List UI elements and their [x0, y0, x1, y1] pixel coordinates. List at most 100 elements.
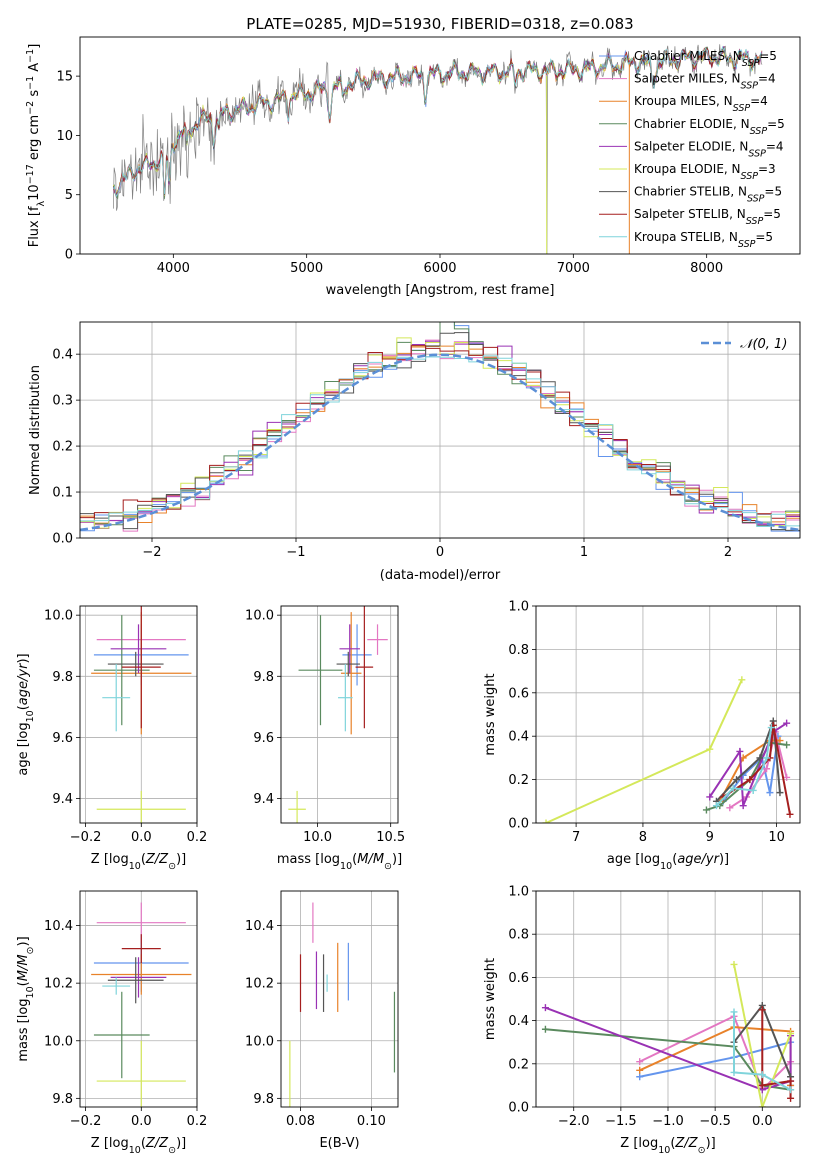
spectrum-axes: 4000 5000 6000 7000 8000 0 5 10 15 Chabrier MILES…: [25, 36, 801, 298]
weight-vs-Z-ytick-label: 0.6: [508, 971, 529, 986]
weight-vs-Z-xlabel: Z [log10(Z/Z⊙)]: [620, 1136, 715, 1156]
weight-vs-age-ytick-label: 0.2: [508, 773, 529, 788]
weight-vs-Z-series-marker: [636, 1058, 644, 1066]
age-vs-mass-xlabel-part: (: [352, 852, 357, 867]
legend-label: Kroupa ELODIE, NSSP=3: [634, 162, 776, 182]
mass-vs-Z-ylabel-part: mass [log: [16, 998, 31, 1061]
mass-vs-Z-xlabel-part: 10: [129, 1145, 141, 1156]
weight-vs-age-series-marker: [738, 676, 746, 684]
mass-vs-ebv-frame: [280, 890, 399, 1108]
weight-vs-Z-series-line: [639, 1014, 792, 1092]
residuals-xtick-label: 2: [724, 545, 732, 560]
legend-label-part: Salpeter MILES, N: [634, 72, 741, 86]
weight-vs-age-xtick-label: 9: [706, 830, 714, 845]
legend-label: Salpeter ELODIE, NSSP=4: [634, 139, 784, 159]
legend-label: Kroupa MILES, NSSP=4: [634, 94, 768, 114]
age-vs-Z-ylabel-part: )]: [16, 653, 31, 663]
weight-vs-Z-xtick-label: −1.5: [605, 1114, 637, 1129]
weight-vs-age-series-marker: [783, 741, 791, 749]
weight-vs-Z-ylabel: mass weight: [483, 958, 498, 1040]
spectrum-ylabel-text: Flux [fλ10−17 erg cm−2 s−1 A−1]: [25, 44, 47, 248]
weight-vs-Z-xlabel-part: Z/Z: [674, 1136, 698, 1151]
weight-vs-age-series-marker: [702, 806, 710, 814]
spectrum-xlabel: wavelength [Angstrom, rest frame]: [326, 283, 555, 298]
age-vs-Z-ylabel-group: age [log10(age/yr)]: [16, 653, 36, 775]
weight-vs-Z-series-marker: [636, 1066, 644, 1074]
weight-vs-Z-xtick-label: −2.0: [558, 1114, 590, 1129]
mass-vs-Z-xlabel-part: )]: [176, 1136, 186, 1151]
spectrum-ylabel-text-part: 10: [27, 184, 42, 201]
mass-vs-ebv-plot-area: [289, 902, 396, 1107]
legend-label-part: SSP: [748, 148, 766, 159]
residuals-ytick-label: 0.4: [52, 348, 73, 363]
residuals-xlabel: (data-model)/error: [380, 568, 501, 583]
spectrum-xtick-label: 4000: [157, 261, 190, 276]
age-vs-Z-axes: −0.2 0.0 0.29.49.69.810.0Z [log10(Z/Z⊙)]ag…: [16, 605, 208, 872]
legend-label: Chabrier ELODIE, NSSP=5: [634, 117, 785, 137]
mass-vs-Z-frame: [79, 890, 198, 1108]
age-vs-Z-ylabel-part: 10: [25, 710, 36, 722]
legend-label-part: =4: [758, 72, 776, 86]
weight-vs-Z-ytick-label: 0.8: [508, 928, 529, 943]
mass-vs-Z-ytick-label: 10.0: [44, 1034, 73, 1049]
weight-vs-Z-ytick-label: 0.0: [508, 1101, 529, 1116]
weight-vs-age-series-marker: [756, 754, 764, 762]
weight-vs-Z-series-marker: [730, 960, 738, 968]
legend-label-part: SSP: [750, 125, 768, 136]
mass-vs-Z-ylabel-part: ⊙: [25, 947, 36, 955]
spectrum-xtick-label: 8000: [690, 261, 723, 276]
weight-vs-age-xlabel-part: )]: [719, 852, 729, 867]
spectrum-ylabel-text-part: −1: [25, 49, 36, 63]
mass-vs-Z-axes: −0.2 0.0 0.29.810.010.210.4Z [log10(Z/Z⊙)]…: [16, 890, 207, 1156]
spectrum-ylabel-text-part: erg cm: [27, 115, 42, 164]
weight-vs-Z-series-marker: [787, 1094, 795, 1102]
weight-vs-Z-ytick-label: 1.0: [508, 885, 529, 900]
age-vs-mass-xlabel: mass [log10(M/M⊙)]: [277, 852, 402, 872]
legend-label-part: Salpeter ELODIE, N: [634, 139, 748, 153]
weight-vs-age-series-marker: [786, 810, 794, 818]
mass-vs-Z-xlabel-part: (: [141, 1136, 146, 1151]
weight-vs-age-series-marker: [706, 793, 714, 801]
legend-label-part: Chabrier STELIB, N: [634, 185, 747, 199]
mass-vs-ebv-xlabel-part: E(B-V): [319, 1136, 359, 1151]
spectrum-plot-area: [112, 44, 763, 254]
weight-vs-Z-series-line: [545, 1006, 792, 1091]
weight-vs-Z-series-marker: [758, 1081, 766, 1089]
weight-vs-Z-xtick-label: 0.0: [752, 1114, 773, 1129]
residuals-ytick-label: 0.0: [52, 532, 73, 547]
mass-vs-Z-ylabel-part: M/M: [16, 954, 31, 981]
spectrum-frame: [79, 36, 801, 255]
weight-vs-age-series-marker: [776, 737, 784, 745]
legend-label-part: SSP: [746, 216, 764, 227]
mass-vs-ebv-xtick-label: 0.08: [286, 1114, 315, 1129]
age-vs-Z-xtick-label: 0.2: [187, 830, 208, 845]
mass-vs-Z-ytick-label: 10.2: [44, 977, 73, 992]
mass-vs-Z-xtick-label: 0.0: [131, 1114, 152, 1129]
figure-title: PLATE=0285, MJD=51930, FIBERID=0318, z=0…: [246, 15, 633, 33]
weight-vs-age-series-marker: [783, 773, 791, 781]
age-vs-mass-plot-area: [288, 606, 388, 823]
age-vs-mass-ytick-label: 10.0: [245, 609, 274, 624]
weight-vs-Z-series-line: [733, 1011, 792, 1091]
age-vs-Z-xlabel-part: ⊙: [168, 861, 176, 872]
mass-vs-Z-ylabel-part: (: [16, 981, 31, 986]
age-vs-Z-ytick-label: 9.4: [52, 792, 73, 807]
weight-vs-age-ytick-label: 0.8: [508, 643, 529, 658]
mass-vs-ebv-ytick-label: 9.8: [253, 1092, 274, 1107]
mass-vs-Z-xlabel: Z [log10(Z/Z⊙)]: [91, 1136, 186, 1156]
weight-vs-age-frame: [535, 605, 801, 824]
legend-label-part: SSP: [733, 103, 751, 114]
weight-vs-age-series-marker: [766, 789, 774, 797]
legend-label-part: SSP: [747, 193, 765, 204]
spectrum-xtick-label: 5000: [290, 261, 323, 276]
mass-vs-Z-ylabel: mass [log10(M/M⊙)]: [16, 936, 36, 1061]
weight-vs-age-series-marker: [726, 804, 734, 812]
legend-label-part: =5: [755, 230, 773, 244]
weight-vs-Z-series-marker: [541, 1004, 549, 1012]
legend-label-part: =5: [764, 185, 782, 199]
weight-vs-age-xlabel-part: (: [672, 852, 677, 867]
weight-vs-Z-series-marker: [730, 1008, 738, 1016]
legend-label-part: SSP: [738, 238, 756, 249]
